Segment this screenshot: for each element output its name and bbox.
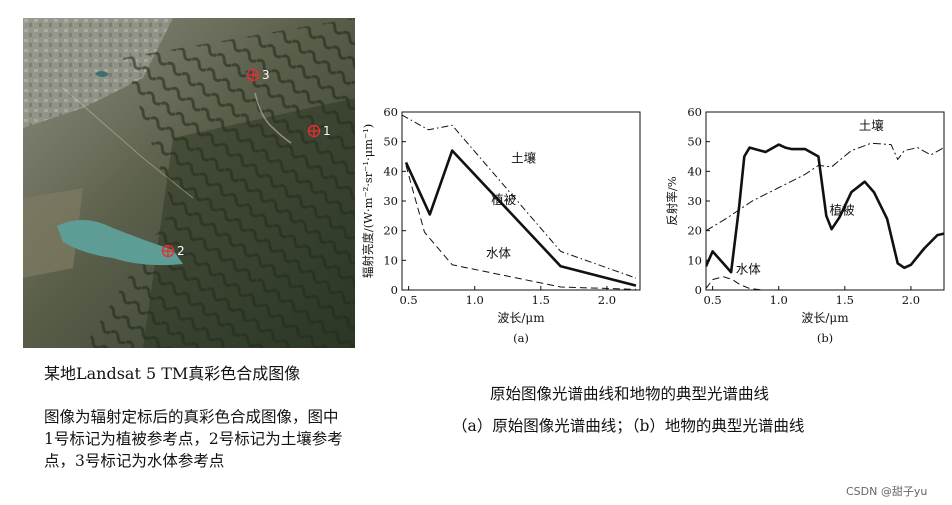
- x-tick-label: 0.5: [703, 293, 721, 307]
- chart-b: 0 10 20 30 40 50 60 0.5 1.0 1.5 2.0 波长/μm (b) 反射率/% 土壤…: [662, 96, 952, 352]
- y-tick-label: 40: [687, 164, 702, 178]
- figure-subtitle: （a）原始图像光谱曲线；（b）地物的典型光谱曲线: [452, 417, 805, 435]
- series-line: [706, 142, 944, 232]
- series-line: [404, 149, 637, 287]
- x-tick-label: 2.0: [598, 293, 616, 307]
- panel-label: (b): [817, 331, 833, 345]
- x-tick-label: 1.0: [770, 293, 788, 307]
- panel-label: (a): [513, 331, 529, 345]
- series-line: [706, 143, 944, 274]
- y-axis-label: 辐射亮度/(W·m⁻²·sr⁻¹·μm⁻¹): [361, 124, 375, 278]
- y-tick-label: 0: [695, 283, 702, 297]
- y-tick-label: 60: [687, 105, 702, 119]
- series-line: [706, 276, 763, 290]
- y-tick-label: 20: [687, 224, 702, 238]
- marker-label-1: 1: [323, 124, 331, 138]
- chart-a: 0 10 20 30 40 50 60 0.5 1.0 1.5 2.0 波长/μm (a) 辐射亮度/(W…: [352, 96, 652, 352]
- image-caption: 某地Landsat 5 TM真彩色合成图像: [44, 364, 301, 383]
- figure-title: 原始图像光谱曲线和地物的典型光谱曲线: [490, 385, 770, 403]
- plot-frame: [401, 111, 641, 291]
- series-line: [405, 165, 637, 290]
- y-tick-label: 40: [383, 164, 398, 178]
- series-label: 水体: [486, 245, 512, 260]
- series-line: [402, 114, 637, 279]
- watermark: CSDN @甜子yu: [846, 485, 928, 498]
- x-axis-label: 波长/μm: [497, 311, 545, 325]
- series-label: 水体: [736, 262, 762, 277]
- marker-label-3: 3: [262, 68, 270, 82]
- satellite-image: 3 1 2: [23, 18, 355, 348]
- y-tick-label: 50: [687, 135, 702, 149]
- x-tick-label: 0.5: [399, 293, 417, 307]
- y-tick-label: 50: [383, 135, 398, 149]
- image-description: 图像为辐射定标后的真彩色合成图像，图中1号标记为植被参考点，2号标记为土壤参考点…: [44, 408, 343, 470]
- x-tick-label: 1.0: [466, 293, 484, 307]
- y-axis-label: 反射率/%: [665, 176, 679, 225]
- y-tick-label: 10: [383, 253, 398, 267]
- y-tick-label: 20: [383, 224, 398, 238]
- y-tick-label: 60: [383, 105, 398, 119]
- series-label: 植被: [491, 192, 517, 207]
- series-label: 土壤: [511, 150, 537, 165]
- y-tick-label: 10: [687, 253, 702, 267]
- marker-label-2: 2: [177, 244, 185, 258]
- y-tick-label: 30: [383, 194, 398, 208]
- series-label: 植被: [830, 202, 856, 217]
- x-axis-label: 波长/μm: [801, 311, 849, 325]
- y-tick-label: 30: [687, 194, 702, 208]
- x-tick-label: 1.5: [532, 293, 550, 307]
- series-label: 土壤: [859, 118, 885, 133]
- y-tick-label: 0: [391, 283, 398, 297]
- x-tick-label: 1.5: [836, 293, 854, 307]
- x-tick-label: 2.0: [902, 293, 920, 307]
